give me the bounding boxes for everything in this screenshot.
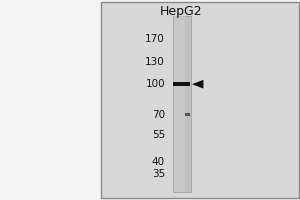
Text: 70: 70 [152, 110, 165, 120]
Text: 55: 55 [152, 130, 165, 140]
Text: 35: 35 [152, 169, 165, 179]
Bar [100, 2, 298, 198]
Text: 130: 130 [145, 57, 165, 67]
Polygon shape [192, 80, 203, 89]
Bar [174, 16, 185, 192]
Text: 170: 170 [145, 34, 165, 44]
Text: 40: 40 [152, 157, 165, 167]
Bar [172, 16, 190, 192]
Bar [173, 82, 190, 86]
Text: HepG2: HepG2 [160, 4, 203, 18]
Text: 100: 100 [146, 79, 165, 89]
Bar [184, 113, 190, 116]
